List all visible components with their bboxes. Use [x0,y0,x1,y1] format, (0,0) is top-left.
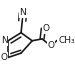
Text: O: O [0,53,7,62]
Text: N: N [20,8,26,17]
Text: CH₃: CH₃ [58,36,75,45]
Text: N: N [1,36,7,45]
Text: O: O [47,41,54,50]
Text: O: O [42,24,49,33]
